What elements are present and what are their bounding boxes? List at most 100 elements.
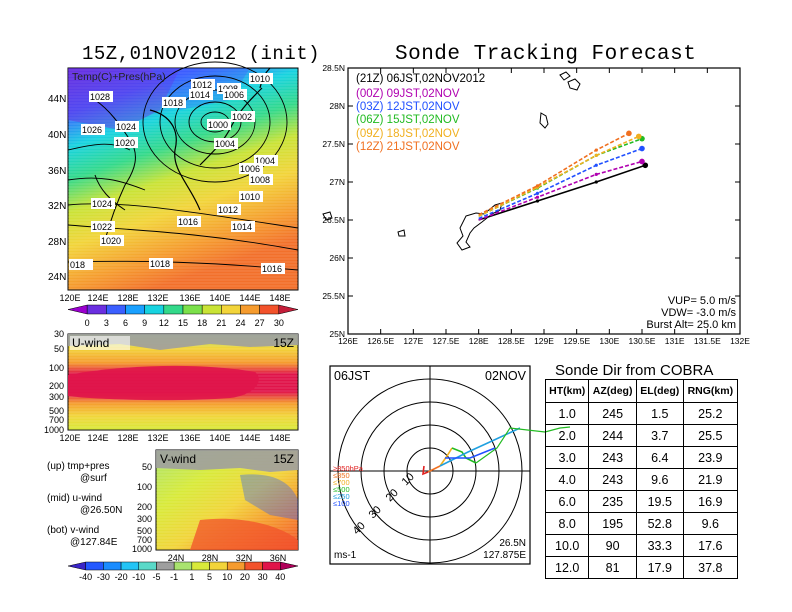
pressure-label: 1020 [101,236,121,246]
table-row: 1.0 245 1.5 25.2 [544,402,739,425]
track-x-label: 128E [469,336,489,346]
vwind-y-label: 500 [137,526,152,536]
lon-label: 140E [209,293,230,303]
colorbar-swatch [67,304,88,315]
colorbar-swatch [138,561,157,571]
lon-label: 148E [269,293,290,303]
track-point [639,145,645,152]
uwind-x-label: 120E [59,433,80,443]
uwind-y-label: 30 [54,329,64,339]
wind-colorbar: -40 -30 -20 -10 -5 -1 1 5 10 20 30 40 [67,561,299,582]
track-y-label: 26N [329,253,345,263]
lat-label: 36N [48,166,66,177]
level-entry: ≤850 [333,471,350,480]
pressure-label: 018 [70,260,85,270]
table-row: 4.0 243 9.6 21.9 [544,468,739,491]
table-cell: 12.0 [544,556,590,579]
pressure-label: 1006 [224,90,244,100]
uwind-time: 15Z [273,336,294,350]
table-cell: 195 [588,512,637,535]
colorbar-label: 18 [197,318,207,328]
table-cell: 90 [588,534,637,557]
track-series-line [478,164,646,221]
vwind-y-label: 200 [137,502,152,512]
table-cell: 1.0 [544,402,590,425]
lon-label: 144E [239,293,260,303]
legend-entry: (06Z) 15JST,02NOV [356,114,460,126]
vwind-x-label: 28N [202,553,219,563]
pressure-label: 1000 [208,120,228,130]
colorbar-label: 3 [104,318,109,328]
colorbar-label: -10 [132,572,145,582]
section-notes: (up) tmp+pres @surf (mid) u-wind @26.50N… [47,461,122,548]
track-x-label: 127E [403,336,423,346]
table-cell: 33.3 [635,534,684,557]
colorbar-swatch [226,561,246,571]
track-x-label: 132E [730,336,750,346]
level-entry: ≤500 [333,485,350,494]
track-point [594,172,598,176]
lat-label: 44N [48,94,66,105]
track-series-line [478,160,643,221]
colorbar-label: 6 [123,318,128,328]
colorbar-swatch [103,561,122,571]
track-panel-title: Sonde Tracking Forecast [395,43,697,66]
legend-entry: (09Z) 18JST,02NOV [356,128,460,140]
note-line: (bot) v-wind [47,525,99,536]
colorbar-swatch [173,561,193,571]
uwind-y-label: 700 [49,415,64,425]
pressure-label: 1020 [115,138,135,148]
temperature-colorbar: 0 3 6 9 12 15 18 21 24 27 30 [67,304,299,328]
colorbar-swatch [244,561,263,571]
track-series-line [478,132,630,216]
pressure-label: 1028 [90,92,110,102]
col-header: EL(deg) [635,379,684,403]
map-field-label: Temp(C)+Pres(hPa) [72,71,166,83]
table-cell: 243 [588,446,637,469]
vwind-x-label: 24N [168,553,185,563]
track-point [535,184,540,188]
param-burst: Burst Alt= 25.0 km [646,319,736,331]
level-entry: ≥850hPa [333,464,364,473]
pressure-label: 1014 [232,222,252,232]
colorbar-label: 30 [274,318,284,328]
colorbar-swatch [182,304,203,315]
track-point [635,133,642,140]
uwind-y-label: 500 [49,406,64,416]
note-line: @surf [80,473,107,484]
colorbar-swatch [125,304,145,315]
pressure-label: 1022 [92,222,112,232]
legend-entry: (00Z) 09JST,02NOV [356,88,460,100]
table-cell: 235 [588,490,637,513]
lat-label: 40N [48,130,66,141]
uwind-label: U-wind [72,336,109,350]
table-cell: 52.8 [635,512,684,535]
lat-label: 24N [48,272,66,283]
table-cell: 2.0 [544,424,590,447]
track-x-label: 126E [338,336,358,346]
uwind-x-label: 128E [117,433,138,443]
col-header: AZ(deg) [588,379,637,403]
polar-panel: 10 20 30 40 06JST 02NOV ≥850hPa ≤850 ≤70… [329,365,571,565]
lon-label: 132E [147,293,168,303]
table-cell: 10.0 [544,534,590,557]
lon-label: 136E [179,293,200,303]
colorbar-swatch [280,561,299,571]
table-cell: 25.5 [682,424,739,447]
track-point [594,148,598,152]
track-lines [478,130,649,221]
table-cell: 16.9 [682,490,739,513]
uwind-y-label: 1000 [44,425,64,435]
colorbar-label: -40 [79,572,92,582]
colorbar-swatch [106,304,126,315]
table-header-row: HT(km) AZ(deg) EL(deg) RNG(km) [544,379,739,403]
track-point [642,162,649,169]
colorbar-label: 1 [189,572,194,582]
note-line: @127.84E [70,537,118,548]
table-cell: 245 [588,402,637,425]
polar-time-label: 06JST [334,369,370,383]
lat-label: 28N [48,237,66,248]
pressure-label: 1018 [150,259,170,269]
vwind-y-label: 50 [142,462,152,472]
